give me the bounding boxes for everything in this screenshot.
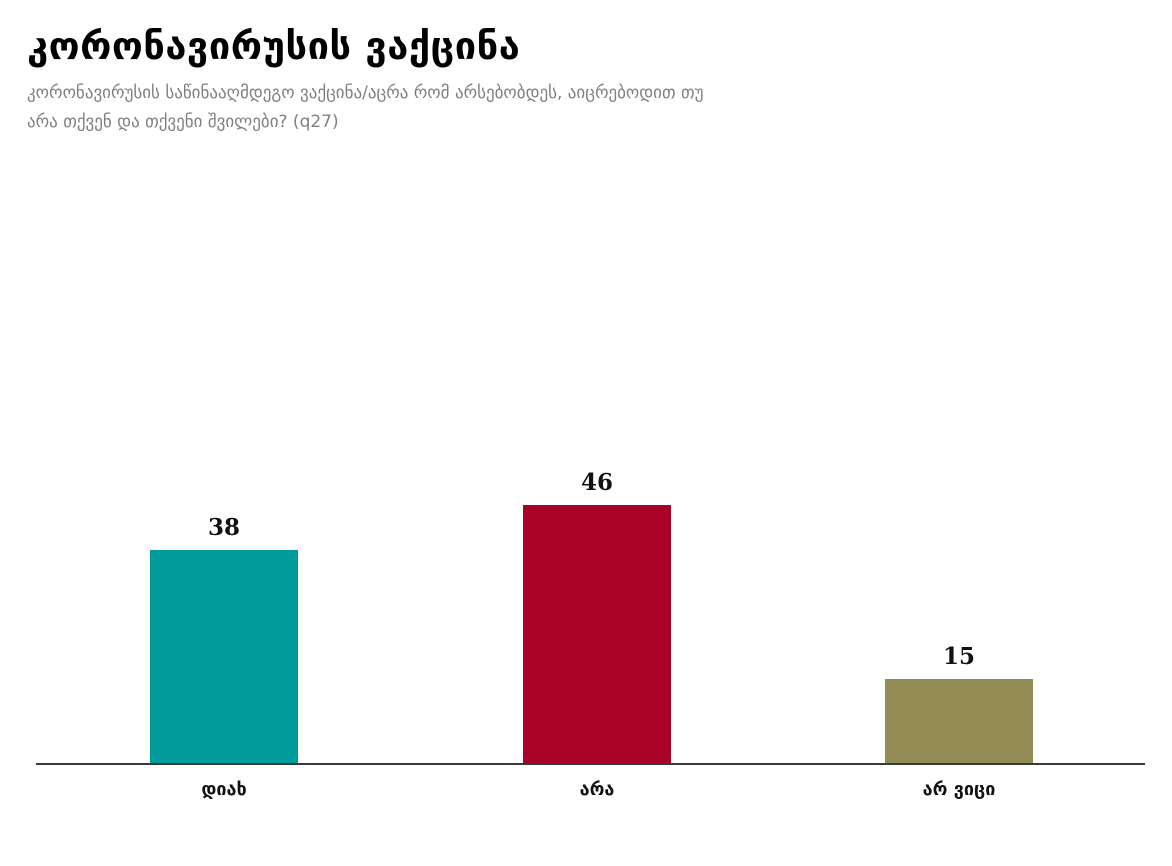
- bar-value-label: 46: [580, 469, 613, 496]
- subtitle-line-1: კორონავირუსის საწინააღმდეგო ვაქცინა/აცრა…: [27, 83, 704, 104]
- bar[interactable]: [885, 679, 1033, 763]
- x-axis-label: არ ვიცი: [922, 779, 996, 800]
- bar-group: 46 არა: [523, 469, 671, 800]
- x-axis-label: დიახ: [201, 779, 247, 800]
- x-axis-label: არა: [579, 779, 615, 800]
- bar-value-label: 38: [207, 514, 240, 541]
- bar-group: 38 დიახ: [150, 514, 298, 800]
- bar[interactable]: [150, 550, 298, 763]
- chart-subtitle: კორონავირუსის საწინააღმდეგო ვაქცინა/აცრა…: [27, 79, 1152, 137]
- chart-header: კორონავირუსის ვაქცინა კორონავირუსის საწი…: [27, 22, 1152, 137]
- page-title: კორონავირუსის ვაქცინა: [27, 24, 521, 68]
- bar-value-label: 15: [942, 643, 975, 670]
- bar[interactable]: [523, 505, 671, 763]
- subtitle-line-2: არა თქვენ და თქვენი შვილები? (q27): [27, 112, 339, 133]
- x-axis-line: [36, 763, 1145, 765]
- bar-group: 15 არ ვიცი: [885, 643, 1033, 800]
